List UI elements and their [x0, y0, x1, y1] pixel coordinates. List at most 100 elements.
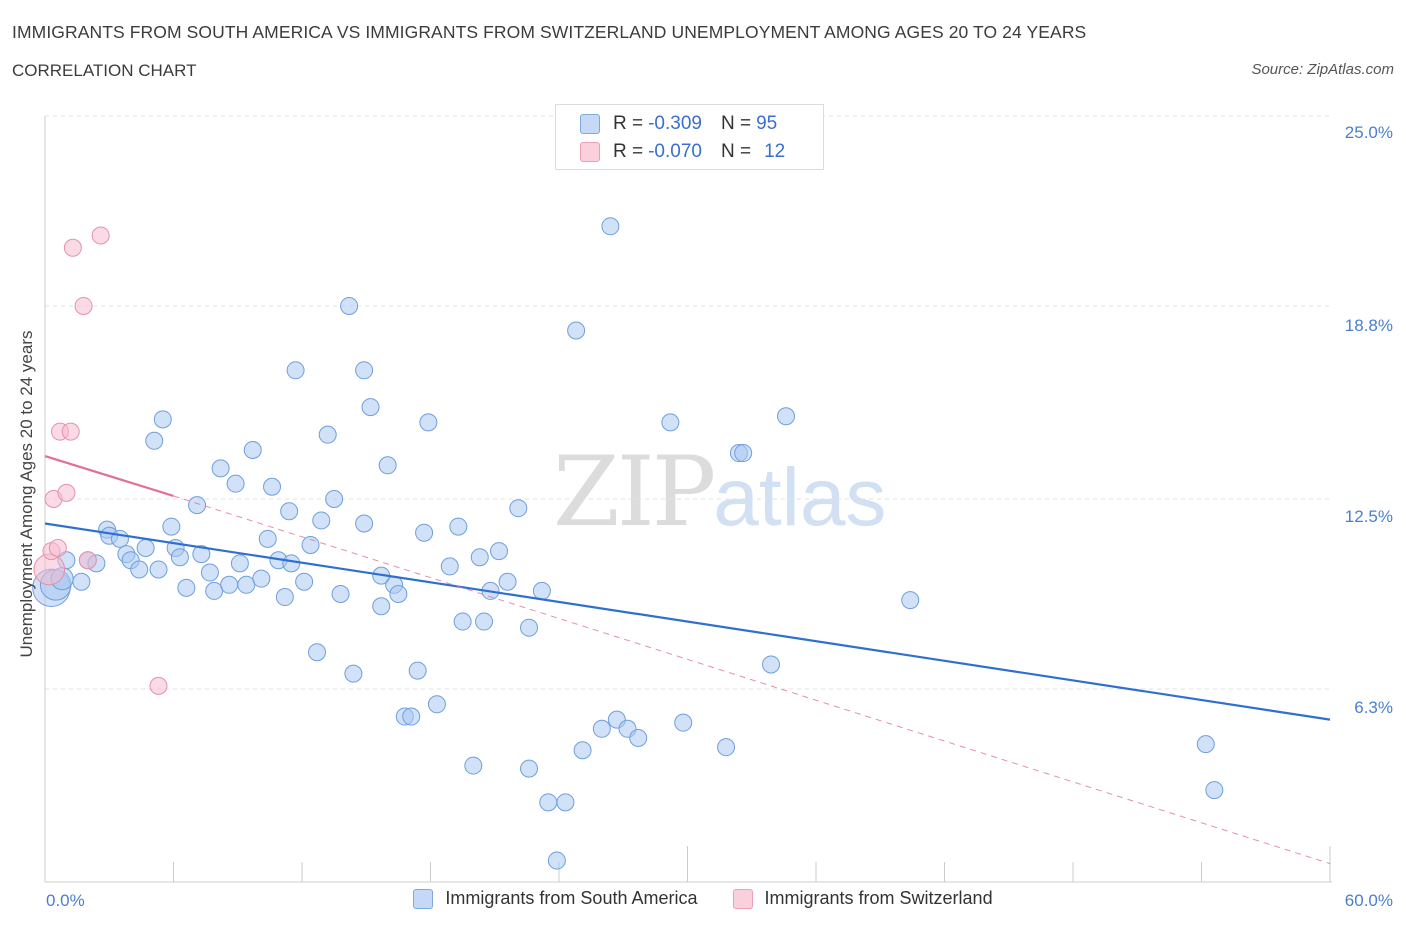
y-tick-label-18-8: 18.8% — [1344, 316, 1393, 335]
data-point-south-america — [520, 618, 539, 637]
data-point-south-america — [415, 523, 434, 542]
data-point-south-america — [408, 661, 427, 680]
watermark: ZIPatlas — [553, 436, 886, 548]
data-point-south-america — [674, 713, 693, 732]
chart-source: Source: ZipAtlas.com — [1251, 61, 1394, 78]
legend-swatch-south-america — [413, 888, 434, 909]
data-point-south-america — [188, 496, 207, 515]
data-point-south-america — [258, 529, 277, 548]
data-point-south-america — [372, 597, 391, 616]
legend-swatch-south-america — [580, 114, 600, 134]
n-label: N = — [720, 141, 752, 162]
data-point-south-america — [355, 514, 374, 533]
data-point-south-america — [378, 456, 397, 475]
data-point-south-america — [153, 410, 172, 429]
data-point-south-america — [205, 581, 224, 600]
n-label: N = — [720, 113, 752, 134]
data-point-south-america — [556, 793, 575, 812]
data-point-switzerland — [57, 483, 76, 502]
r-value: -0.309 — [648, 113, 702, 134]
data-point-switzerland — [149, 676, 168, 695]
data-point-south-america — [389, 584, 408, 603]
watermark-atlas: atlas — [713, 452, 887, 543]
data-point-south-america — [490, 542, 509, 561]
data-points — [32, 217, 1224, 870]
data-point-south-america — [453, 612, 472, 631]
data-point-south-america — [226, 474, 245, 493]
data-point-south-america — [470, 548, 489, 567]
data-point-south-america — [402, 707, 421, 726]
data-point-south-america — [252, 569, 271, 588]
data-point-south-america — [230, 554, 249, 573]
data-point-south-america — [344, 664, 363, 683]
data-point-south-america — [220, 575, 239, 594]
data-point-south-america — [237, 575, 256, 594]
trend-line-south-america — [44, 522, 1331, 721]
data-point-south-america — [419, 413, 438, 432]
legend-item-south-america[interactable]: Immigrants from South America — [413, 888, 698, 909]
stats-row-south-america: R = -0.309 N = 95 — [580, 111, 777, 137]
legend-label-south-america: Immigrants from South America — [445, 888, 698, 908]
data-point-south-america — [136, 539, 155, 558]
data-point-switzerland — [91, 226, 110, 245]
data-point-south-america — [567, 321, 586, 340]
r-label: R = — [613, 141, 644, 162]
data-point-south-america — [282, 554, 301, 573]
data-point-south-america — [901, 591, 920, 610]
data-point-south-america — [312, 511, 331, 530]
data-point-south-america — [340, 296, 359, 315]
data-point-south-america — [355, 361, 374, 380]
stats-legend: R = -0.309 N = 95 R = -0.070 N = 12 — [555, 104, 824, 170]
data-point-south-america — [275, 588, 294, 607]
data-point-south-america — [263, 477, 282, 496]
data-point-south-america — [286, 361, 305, 380]
data-point-south-america — [307, 643, 326, 662]
data-point-south-america — [762, 655, 781, 674]
legend-item-switzerland[interactable]: Immigrants from Switzerland — [732, 888, 993, 909]
data-point-south-america — [110, 529, 129, 548]
stats-row-switzerland: R = -0.070 N = 12 — [580, 139, 785, 165]
data-point-south-america — [1205, 781, 1224, 800]
chart-subtitle: CORRELATION CHART — [12, 61, 197, 80]
legend-swatch-switzerland — [580, 142, 600, 162]
data-point-south-america — [509, 499, 528, 518]
data-point-south-america — [243, 440, 262, 459]
data-point-south-america — [475, 612, 494, 631]
y-axis-label: Unemployment Among Ages 20 to 24 years — [17, 330, 36, 658]
trend-line-switzerland — [44, 455, 174, 497]
data-point-south-america — [573, 741, 592, 760]
legend-swatch-switzerland — [732, 888, 753, 909]
data-point-south-america — [211, 459, 230, 478]
data-point-south-america — [449, 517, 468, 536]
data-point-south-america — [295, 572, 314, 591]
data-point-south-america — [440, 557, 459, 576]
data-point-south-america — [520, 759, 539, 778]
data-point-south-america — [532, 581, 551, 600]
trend-lines — [44, 455, 1331, 865]
y-tick-label-6-3: 6.3% — [1354, 698, 1393, 717]
legend-label-switzerland: Immigrants from Switzerland — [764, 888, 993, 908]
data-point-switzerland — [61, 422, 80, 441]
data-point-south-america — [498, 572, 517, 591]
data-point-south-america — [170, 548, 189, 567]
watermark-zip: ZIP — [553, 436, 716, 548]
data-point-south-america — [130, 560, 149, 579]
data-point-south-america — [325, 490, 344, 508]
data-point-south-america — [601, 217, 620, 236]
data-point-south-america — [629, 728, 648, 747]
data-point-switzerland — [48, 539, 67, 558]
n-value: 95 — [756, 113, 778, 134]
data-point-south-america — [318, 425, 337, 444]
data-point-south-america — [149, 560, 168, 579]
data-point-south-america — [539, 793, 558, 812]
data-point-south-america — [734, 444, 753, 463]
data-point-south-america — [717, 738, 736, 757]
data-point-south-america — [661, 413, 680, 432]
data-point-south-america — [72, 572, 91, 591]
x-tick-label-min: 0.0% — [46, 891, 85, 910]
data-point-south-america — [361, 398, 380, 417]
data-point-south-america — [162, 517, 181, 536]
y-tick-label-25: 25.0% — [1344, 123, 1393, 142]
n-value: 12 — [764, 141, 786, 162]
data-point-south-america — [592, 719, 611, 738]
